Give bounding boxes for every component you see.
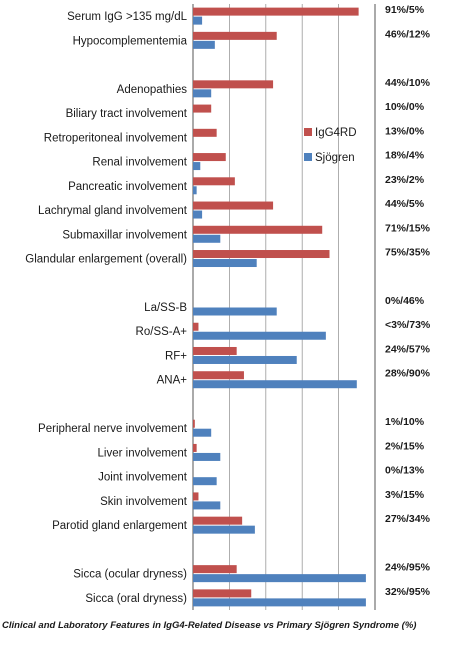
bar-igg4rd bbox=[193, 346, 237, 355]
bar-sjogren bbox=[193, 501, 221, 510]
category-label: RF+ bbox=[165, 350, 187, 362]
bar-igg4rd bbox=[193, 565, 237, 574]
percentage-label: 91%/5% bbox=[385, 4, 425, 16]
bar-sjogren bbox=[193, 598, 366, 607]
bar-sjogren bbox=[193, 477, 217, 486]
percentage-label: 24%/95% bbox=[385, 562, 431, 574]
bar-sjogren bbox=[193, 355, 297, 364]
bar-sjogren bbox=[193, 574, 366, 583]
category-label: Skin involvement bbox=[100, 496, 188, 508]
chart-title: Clinical and Laboratory Features in IgG4… bbox=[2, 620, 417, 631]
category-label: Sicca (oral dryness) bbox=[85, 593, 187, 605]
category-label: Biliary tract involvement bbox=[66, 108, 188, 120]
legend-swatch-sjogren bbox=[304, 153, 312, 161]
bar-igg4rd bbox=[193, 7, 359, 16]
percentage-label: 10%/0% bbox=[385, 101, 425, 113]
bar-sjogren bbox=[193, 331, 326, 340]
percentage-label: 3%/15% bbox=[385, 489, 425, 501]
percentage-label: 23%/2% bbox=[385, 174, 425, 186]
percentage-label: 18%/4% bbox=[385, 150, 425, 162]
percentage-label: 44%/10% bbox=[385, 77, 431, 89]
bar-igg4rd bbox=[193, 322, 199, 331]
percentage-label: 13%/0% bbox=[385, 125, 425, 137]
bar-igg4rd bbox=[193, 80, 274, 89]
percentage-label: 1%/10% bbox=[385, 416, 425, 428]
category-label: Peripheral nerve involvement bbox=[38, 423, 188, 435]
bar-igg4rd bbox=[193, 443, 197, 452]
category-label: Hypocomplementemia bbox=[73, 35, 188, 47]
bar-sjogren bbox=[193, 16, 203, 25]
bar-sjogren bbox=[193, 380, 357, 389]
category-label: Submaxillar involvement bbox=[62, 229, 187, 241]
category-labels: Serum IgG >135 mg/dL Hypocomplementemia Ad… bbox=[25, 11, 188, 605]
bar-igg4rd bbox=[193, 516, 243, 525]
percentage-label: 0%/13% bbox=[385, 465, 425, 477]
percentage-label: 32%/95% bbox=[385, 586, 431, 598]
bar-sjogren bbox=[193, 40, 215, 49]
category-label: Lachrymal gland involvement bbox=[38, 205, 188, 217]
category-label: Serum IgG >135 mg/dL bbox=[67, 11, 187, 23]
percentage-labels: 91%/5% 46%/12% 44%/10% 10%/0% 13%/0% 18%/4% 23… bbox=[385, 4, 431, 598]
percentage-label: 28%/90% bbox=[385, 368, 431, 380]
legend-label-sjogren: Sjögren bbox=[315, 152, 355, 164]
legend-swatch-igg4rd bbox=[304, 128, 312, 136]
chart-svg: Serum IgG >135 mg/dL Hypocomplementemia Ad… bbox=[25, 4, 431, 610]
bar-sjogren bbox=[193, 162, 201, 171]
percentage-label: 0%/46% bbox=[385, 295, 425, 307]
bar-sjogren bbox=[193, 452, 221, 461]
bar-sjogren bbox=[193, 428, 212, 437]
percentage-label: 71%/15% bbox=[385, 222, 431, 234]
bar-igg4rd bbox=[193, 201, 274, 210]
category-label: Ro/SS-A+ bbox=[136, 326, 188, 338]
bar-igg4rd bbox=[193, 492, 199, 501]
bar-igg4rd bbox=[193, 128, 217, 137]
category-label: Liver involvement bbox=[98, 447, 188, 459]
bar-igg4rd bbox=[193, 419, 195, 428]
bar-igg4rd bbox=[193, 250, 330, 259]
bar-igg4rd bbox=[193, 104, 212, 113]
bar-sjogren bbox=[193, 186, 197, 195]
category-label: Renal involvement bbox=[92, 157, 187, 169]
category-label: Joint involvement bbox=[98, 472, 188, 484]
bars bbox=[193, 7, 366, 607]
category-label: Parotid gland enlargement bbox=[52, 520, 188, 532]
percentage-label: <3%/73% bbox=[385, 319, 431, 331]
percentage-label: 44%/5% bbox=[385, 198, 425, 210]
category-label: Sicca (ocular dryness) bbox=[73, 569, 187, 581]
category-label: La/SS-B bbox=[144, 302, 187, 314]
percentage-label: 46%/12% bbox=[385, 28, 431, 40]
percentage-label: 27%/34% bbox=[385, 513, 431, 525]
legend: IgG4RD Sjögren bbox=[304, 127, 357, 164]
bar-igg4rd bbox=[193, 589, 252, 598]
bar-sjogren bbox=[193, 89, 212, 98]
bar-sjogren bbox=[193, 525, 255, 534]
category-label: Retroperitoneal involvement bbox=[44, 132, 188, 144]
bar-igg4rd bbox=[193, 31, 277, 40]
category-label: Pancreatic involvement bbox=[68, 181, 188, 193]
bar-igg4rd bbox=[193, 371, 244, 380]
bar-igg4rd bbox=[193, 177, 235, 186]
category-label: Adenopathies bbox=[117, 84, 188, 96]
percentage-label: 24%/57% bbox=[385, 343, 431, 355]
category-label: ANA+ bbox=[157, 375, 188, 387]
bar-igg4rd bbox=[193, 225, 323, 234]
bar-sjogren bbox=[193, 307, 277, 316]
bar-sjogren bbox=[193, 210, 203, 219]
category-label: Glandular enlargement (overall) bbox=[25, 254, 187, 266]
percentage-label: 2%/15% bbox=[385, 440, 425, 452]
legend-label-igg4rd: IgG4RD bbox=[315, 127, 357, 139]
bar-sjogren bbox=[193, 234, 221, 243]
bar-sjogren bbox=[193, 259, 257, 268]
percentage-label: 75%/35% bbox=[385, 247, 431, 259]
bar-igg4rd bbox=[193, 153, 226, 162]
